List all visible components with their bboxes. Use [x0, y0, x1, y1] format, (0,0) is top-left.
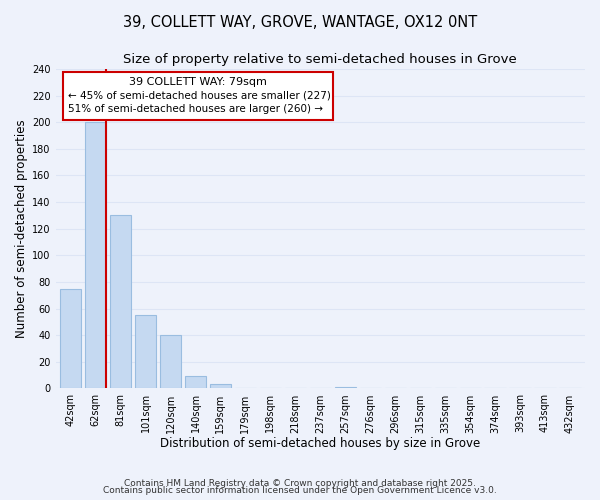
Y-axis label: Number of semi-detached properties: Number of semi-detached properties — [15, 120, 28, 338]
Bar — [335, 387, 356, 388]
Title: Size of property relative to semi-detached houses in Grove: Size of property relative to semi-detach… — [124, 54, 517, 66]
Bar — [210, 384, 231, 388]
X-axis label: Distribution of semi-detached houses by size in Grove: Distribution of semi-detached houses by … — [160, 437, 481, 450]
Text: 39 COLLETT WAY: 79sqm: 39 COLLETT WAY: 79sqm — [129, 77, 267, 87]
Text: 39, COLLETT WAY, GROVE, WANTAGE, OX12 0NT: 39, COLLETT WAY, GROVE, WANTAGE, OX12 0N… — [123, 15, 477, 30]
Bar — [85, 122, 106, 388]
Text: 51% of semi-detached houses are larger (260) →: 51% of semi-detached houses are larger (… — [68, 104, 323, 114]
Bar — [60, 288, 81, 388]
Bar — [185, 376, 206, 388]
Text: ← 45% of semi-detached houses are smaller (227): ← 45% of semi-detached houses are smalle… — [68, 90, 331, 101]
Text: Contains HM Land Registry data © Crown copyright and database right 2025.: Contains HM Land Registry data © Crown c… — [124, 478, 476, 488]
Bar — [160, 335, 181, 388]
FancyBboxPatch shape — [63, 72, 333, 120]
Text: Contains public sector information licensed under the Open Government Licence v3: Contains public sector information licen… — [103, 486, 497, 495]
Bar — [110, 216, 131, 388]
Bar — [135, 316, 156, 388]
